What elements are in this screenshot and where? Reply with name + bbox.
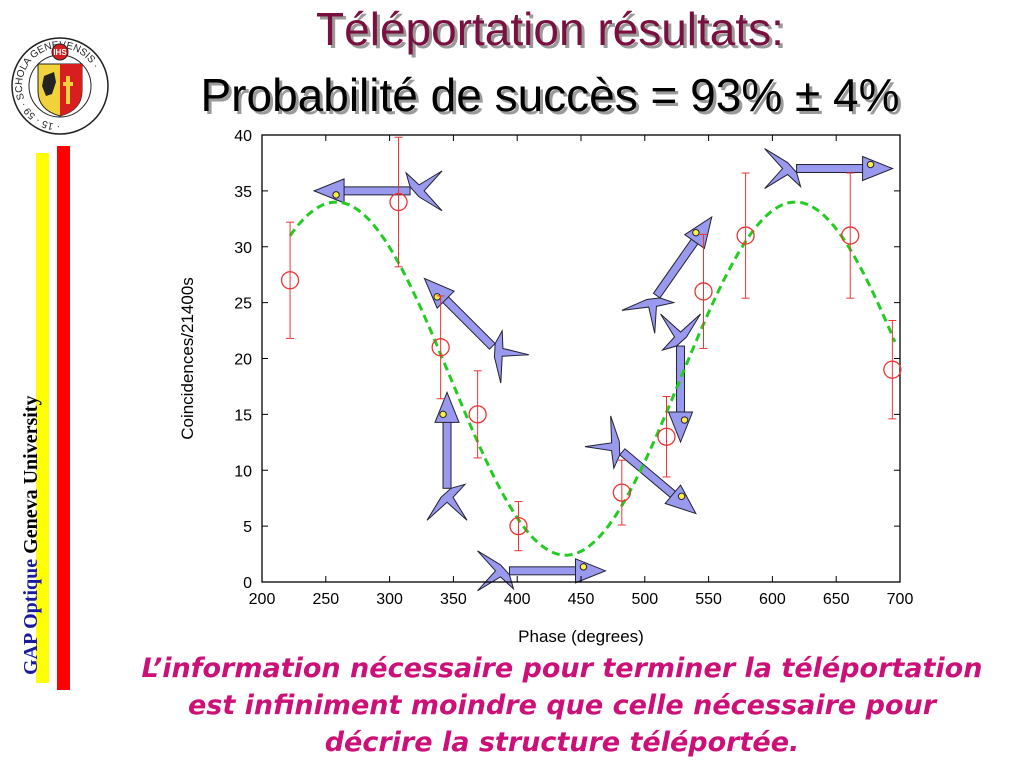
arrow-shaft [652, 236, 700, 299]
data-point [431, 295, 450, 400]
slide-subtitle: Probabilité de succès = 93% ± 4% [200, 69, 900, 121]
red-stripe [57, 146, 70, 690]
x-tick-label: 200 [249, 591, 276, 608]
arrow-fletching [764, 148, 802, 189]
y-tick-label: 10 [234, 463, 252, 480]
arrow-eye [866, 160, 875, 169]
data-point [657, 395, 676, 478]
data-point [883, 320, 902, 420]
caption: L’information nécessaire pour terminer l… [100, 650, 1024, 761]
arrow-figure [426, 390, 468, 521]
x-axis-title: Phase (degrees) [518, 627, 644, 646]
data-points [280, 136, 902, 552]
arrow-fletching [477, 550, 515, 592]
point-marker [612, 483, 631, 502]
x-tick-label: 650 [823, 591, 850, 608]
fit-curve-group [288, 200, 897, 557]
arrow-eye [680, 416, 689, 424]
y-tick-label: 15 [234, 407, 252, 424]
arrow-fletching [405, 170, 443, 212]
yellow-stripe [36, 153, 49, 683]
x-tick-label: 550 [695, 591, 722, 608]
teleportation-chart: 200 250 300 350 400 450 500 550 600 650 700 0 5 10 15 2… [178, 128, 913, 646]
x-tick-label: 400 [504, 591, 531, 608]
arrow-head [434, 390, 460, 423]
x-tick-label: 600 [759, 591, 786, 608]
x-tick-label: 700 [887, 591, 914, 608]
arrow-figure [621, 215, 713, 334]
x-tick-label: 500 [631, 591, 658, 608]
data-point [694, 233, 713, 349]
arrow-figure [584, 415, 697, 515]
data-point [509, 501, 528, 552]
arrow-figure [764, 148, 894, 189]
arrow-shaft [442, 419, 452, 489]
arrow-figure [477, 550, 607, 592]
arrow-eye [692, 228, 700, 237]
arrow-figure [423, 277, 530, 384]
point-marker [657, 427, 676, 446]
y-tick-label: 0 [243, 575, 252, 592]
y-tick-label: 5 [243, 519, 252, 536]
x-tick-label: 350 [440, 591, 467, 608]
arrow-head [667, 411, 694, 444]
point-marker [883, 360, 902, 379]
arrow-eye [579, 563, 588, 571]
fit-curve [288, 200, 897, 557]
arrow-eye [439, 410, 447, 419]
x-tick-label: 300 [376, 591, 403, 608]
arrow-fletching [584, 415, 621, 471]
arrow-head [862, 155, 894, 182]
arrow-head [312, 178, 345, 204]
data-point [389, 136, 408, 268]
point-marker [389, 192, 408, 212]
y-tick-label: 20 [234, 352, 252, 369]
data-point [280, 221, 300, 339]
point-marker [468, 405, 487, 424]
point-marker [841, 226, 860, 245]
point-marker [694, 282, 713, 301]
arrow-head [574, 558, 607, 584]
y-tick-label: 40 [234, 128, 252, 145]
arrow-eye [332, 191, 340, 199]
data-point [841, 172, 860, 299]
axis-ticks: 200 250 300 350 400 450 500 550 600 650 700 0 5 10 15 2… [234, 128, 913, 608]
y-tick-label: 30 [234, 240, 252, 257]
arrow-figure [660, 313, 701, 444]
x-tick-label: 450 [568, 591, 595, 608]
arrow-fletching [493, 328, 530, 384]
data-point [468, 370, 487, 459]
y-tick-label: 25 [234, 296, 252, 313]
caption-line: est infiniment moindre que celle nécessa… [187, 690, 937, 721]
arrow-shaft [440, 294, 496, 350]
y-axis-title: Coincidences/21400s [178, 277, 197, 440]
caption-line: décrire la structure téléportée. [324, 727, 800, 758]
point-marker [736, 226, 755, 245]
point-marker [431, 338, 450, 357]
arrow-illustrations [312, 148, 894, 592]
slide-title: Téléportation résultats: [316, 3, 784, 55]
university-logo: · 15 · 59 · SCHOLA GENEVENSIS · IHS [11, 37, 109, 135]
x-tick-label: 250 [312, 591, 339, 608]
arrow-shaft [796, 164, 866, 174]
point-marker [509, 516, 528, 536]
arrow-eye [677, 492, 686, 501]
arrow-shaft [508, 566, 578, 576]
point-marker [280, 271, 300, 290]
data-point [736, 172, 755, 299]
arrow-fletching [426, 483, 468, 521]
caption-line: L’information nécessaire pour terminer l… [141, 653, 983, 684]
y-tick-label: 35 [234, 184, 252, 201]
arrow-figure [312, 170, 443, 212]
arrow-fletching [621, 297, 676, 334]
arrow-head [423, 277, 455, 310]
logo-monogram: IHS [53, 48, 67, 57]
arrow-eye [433, 293, 441, 301]
data-point [612, 459, 631, 526]
arrow-shaft [676, 345, 686, 415]
arrow-fletching [660, 313, 701, 351]
